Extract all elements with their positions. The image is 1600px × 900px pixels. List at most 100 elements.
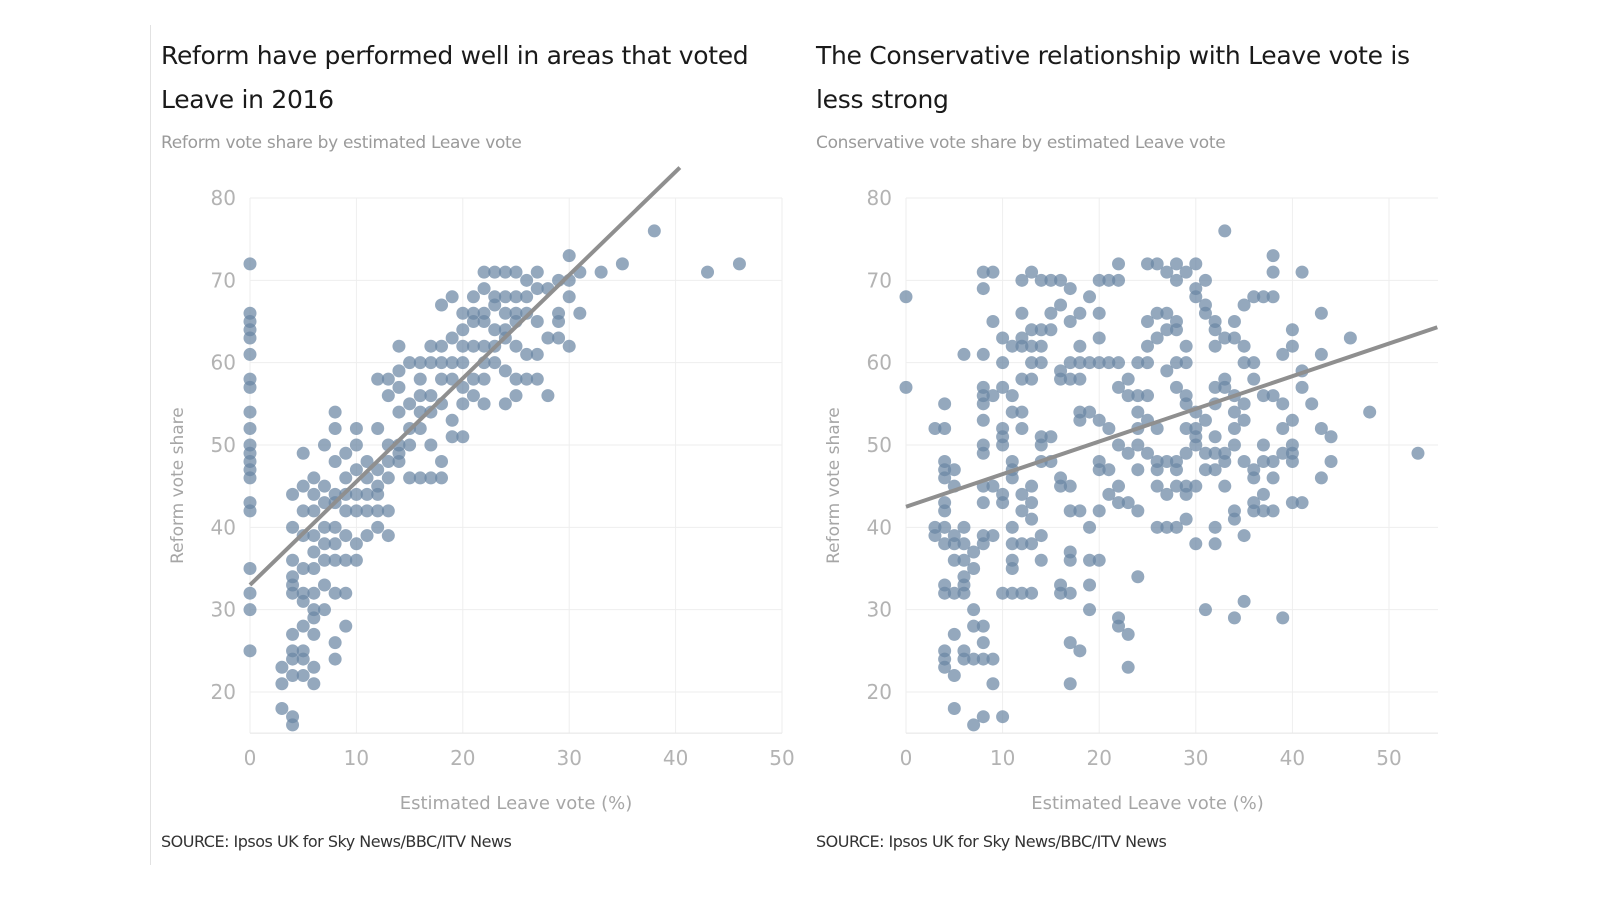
- data-point: [1034, 323, 1048, 337]
- data-point: [307, 562, 321, 575]
- data-point: [1044, 306, 1058, 320]
- data-point: [509, 306, 523, 320]
- data-point: [317, 520, 331, 534]
- data-point: [1034, 356, 1048, 370]
- data-point: [286, 570, 300, 584]
- data-point: [1034, 529, 1048, 543]
- data-point: [1131, 570, 1145, 584]
- data-point: [1314, 422, 1328, 436]
- data-point: [1005, 537, 1019, 551]
- data-point: [1063, 479, 1077, 493]
- x-tick-label: 20: [450, 746, 475, 770]
- trend-line: [905, 325, 1438, 509]
- data-point: [967, 603, 981, 617]
- data-point: [243, 603, 257, 617]
- data-point: [286, 520, 300, 534]
- data-point: [1189, 479, 1203, 493]
- data-point: [996, 438, 1010, 452]
- data-point: [1044, 430, 1058, 444]
- data-point: [1227, 512, 1241, 526]
- data-point: [928, 422, 942, 436]
- data-point: [1034, 553, 1048, 567]
- data-point: [413, 356, 427, 370]
- data-point: [1092, 413, 1106, 427]
- data-point: [1092, 454, 1106, 468]
- data-point: [520, 347, 534, 361]
- data-point: [1227, 611, 1241, 625]
- data-point: [732, 257, 746, 271]
- data-point: [424, 471, 438, 485]
- data-point: [1198, 273, 1212, 287]
- data-point: [1025, 356, 1039, 370]
- data-point: [1285, 413, 1299, 427]
- data-point: [1179, 265, 1193, 279]
- data-point: [957, 586, 971, 600]
- data-point: [339, 471, 353, 485]
- data-point: [1276, 446, 1290, 460]
- data-point: [1169, 273, 1183, 287]
- data-point: [520, 290, 534, 304]
- x-tick-label: 0: [244, 746, 257, 770]
- data-point: [1324, 430, 1338, 444]
- data-point: [1208, 463, 1222, 477]
- data-point: [1160, 306, 1174, 320]
- data-point: [1025, 372, 1039, 386]
- data-point: [947, 701, 961, 715]
- data-point: [317, 553, 331, 567]
- data-point: [938, 537, 952, 551]
- data-point: [1256, 438, 1270, 452]
- data-point: [1131, 463, 1145, 477]
- data-point: [1247, 471, 1261, 485]
- data-point: [1005, 562, 1019, 575]
- data-point: [328, 454, 342, 468]
- data-point: [938, 471, 952, 485]
- data-point: [435, 298, 449, 312]
- data-point: [1160, 454, 1174, 468]
- data-point: [1218, 372, 1232, 386]
- data-point: [986, 677, 1000, 691]
- data-point: [371, 520, 385, 534]
- data-point: [456, 339, 470, 353]
- data-point: [1121, 496, 1135, 510]
- data-point: [1112, 273, 1126, 287]
- data-point: [445, 372, 459, 386]
- x-tick-label: 20: [1086, 746, 1111, 770]
- data-point: [381, 471, 395, 485]
- data-point: [1092, 553, 1106, 567]
- data-point: [435, 339, 449, 353]
- data-point: [976, 380, 990, 394]
- data-point: [1247, 290, 1261, 304]
- y-tick-label: 40: [211, 515, 236, 539]
- data-point: [296, 594, 310, 608]
- chart-title-conservative: The Conservative relationship with Leave…: [816, 41, 1410, 114]
- x-tick-label: 10: [990, 746, 1015, 770]
- data-point: [296, 669, 310, 683]
- data-point: [1266, 454, 1280, 468]
- data-point: [275, 701, 289, 715]
- data-point: [456, 397, 470, 411]
- y-tick-label: 60: [867, 351, 892, 375]
- data-point: [1285, 323, 1299, 337]
- data-point: [424, 438, 438, 452]
- data-point: [1025, 537, 1039, 551]
- y-tick-label: 70: [867, 268, 892, 292]
- data-point: [1237, 454, 1251, 468]
- data-point: [1276, 397, 1290, 411]
- data-point: [967, 545, 981, 559]
- data-point: [1227, 422, 1241, 436]
- data-point: [957, 652, 971, 666]
- trend-line: [248, 166, 682, 587]
- data-point: [1005, 586, 1019, 600]
- data-point: [967, 718, 981, 732]
- x-tick-label: 30: [1183, 746, 1208, 770]
- data-point: [976, 496, 990, 510]
- data-point: [1063, 372, 1077, 386]
- data-point: [286, 669, 300, 683]
- data-point: [986, 529, 1000, 543]
- data-point: [339, 619, 353, 633]
- data-point: [498, 290, 512, 304]
- data-point: [243, 405, 257, 419]
- data-point: [1025, 479, 1039, 493]
- data-point: [509, 389, 523, 403]
- data-point: [381, 504, 395, 518]
